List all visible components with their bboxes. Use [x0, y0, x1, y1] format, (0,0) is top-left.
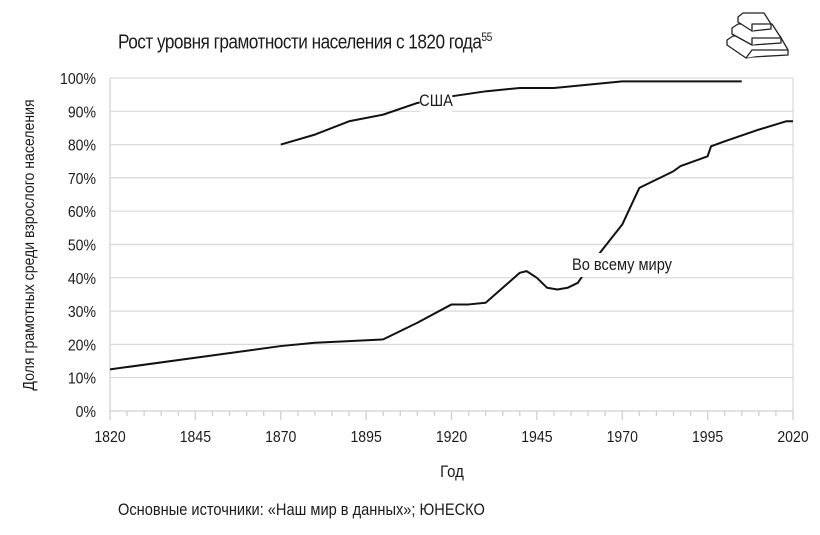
x-tick-label: 1845: [180, 428, 211, 446]
label-knockout: [419, 89, 453, 113]
y-tick-label: 10%: [68, 370, 96, 388]
usa-series-label: США: [419, 92, 453, 110]
world-line: [109, 120, 793, 371]
x-tick-label: 1920: [436, 428, 467, 446]
x-tick-label: 1870: [265, 428, 296, 446]
y-tick-label: 100%: [60, 70, 96, 88]
title-text: Рост уровня грамотности населения с 1820…: [118, 31, 482, 54]
source-note: Основные источники: «Наш мир в данных»; …: [118, 500, 485, 519]
usa-line: [280, 80, 742, 146]
y-tick-label: 80%: [68, 137, 96, 155]
y-tick-label: 20%: [68, 337, 96, 355]
y-tick-label: 90%: [68, 103, 96, 121]
y-tick-label: 40%: [68, 270, 96, 288]
x-tick-label: 1970: [607, 428, 638, 446]
label-knockout: [564, 253, 680, 277]
y-tick-label: 0%: [76, 403, 96, 421]
book-stack-icon: [726, 12, 789, 59]
y-tick-label: 60%: [68, 203, 96, 221]
world-series-label: Во всему миру: [572, 256, 672, 274]
y-tick-label: 50%: [68, 237, 96, 255]
x-axis-label: Год: [440, 462, 464, 481]
x-tick-label: 1945: [521, 428, 552, 446]
x-tick-label: 1995: [692, 428, 723, 446]
y-tick-label: 30%: [68, 303, 96, 321]
x-tick-label: 1895: [350, 428, 381, 446]
y-tick-label: 70%: [68, 170, 96, 188]
footnote-ref: 55: [481, 30, 492, 44]
x-tick-label: 2020: [777, 428, 808, 446]
chart-title: Рост уровня грамотности населения с 1820…: [118, 30, 492, 55]
x-tick-label: 1820: [94, 428, 125, 446]
